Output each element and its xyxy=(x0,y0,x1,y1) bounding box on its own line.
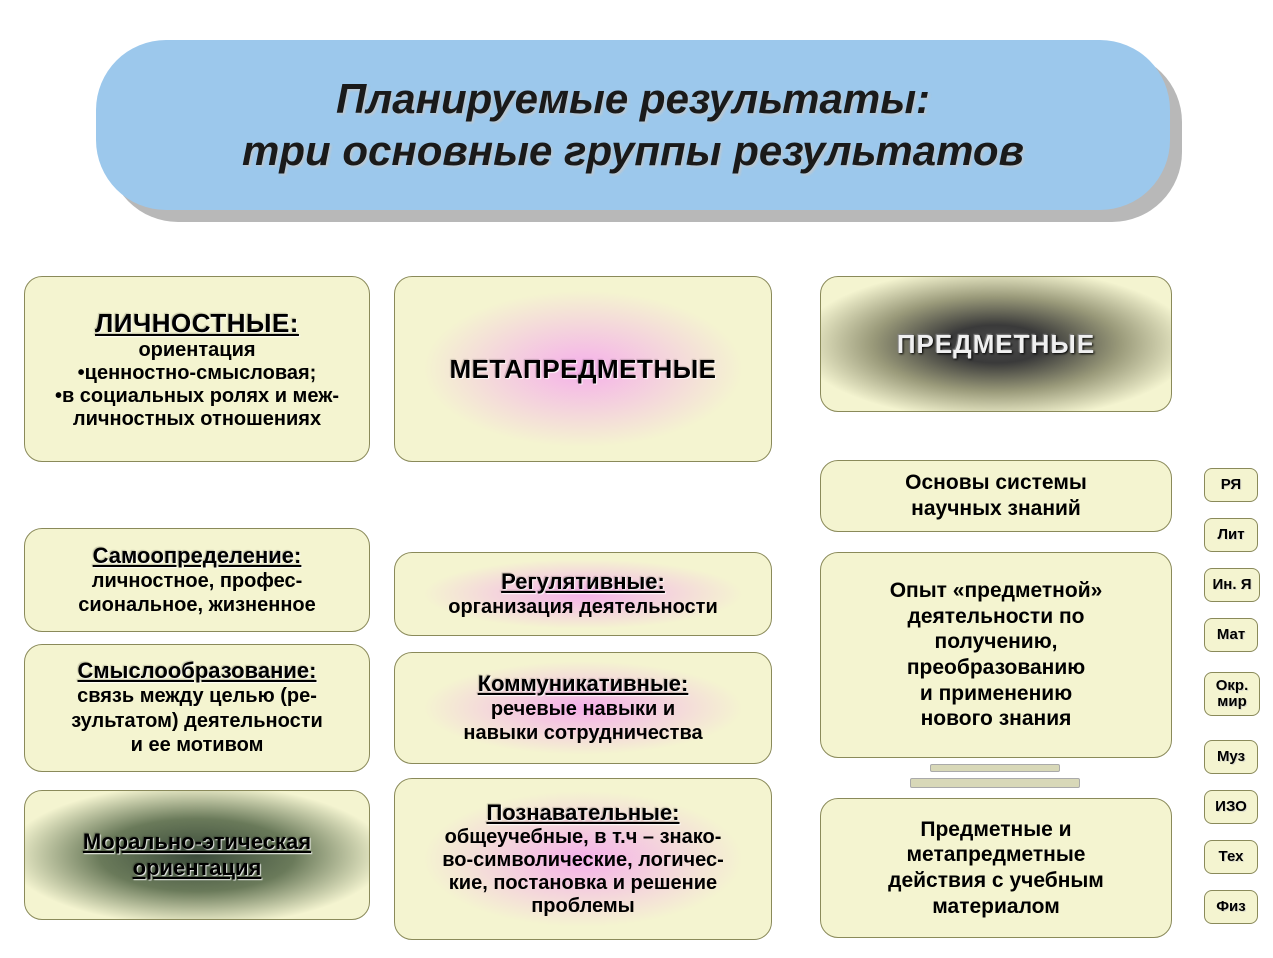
subject-2: Ин. Я xyxy=(1204,568,1260,602)
subject-5: Муз xyxy=(1204,740,1258,774)
col3-connector xyxy=(930,764,1060,772)
col1-item-0: Самоопределение: личностное, профес- сио… xyxy=(24,528,370,632)
col3-item-0-body1: научных знаний xyxy=(911,496,1081,522)
col3-item-1-body5: нового знания xyxy=(921,706,1072,732)
col2-item-0: Регулятивные: организация деятельности xyxy=(394,552,772,636)
subject-0-label: РЯ xyxy=(1221,477,1241,493)
col2-item-1-body0: речевые навыки и xyxy=(491,697,675,721)
col3-header-title: ПРЕДМЕТНЫЕ xyxy=(897,329,1095,360)
col1-header-line1: •ценностно-смысловая; xyxy=(78,362,317,385)
col2-item-2-body1: во-символические, логичес- xyxy=(442,849,724,872)
col1-item-2-title: Морально-этическая xyxy=(83,829,311,855)
col3-item-1-body0: Опыт «предметной» xyxy=(890,578,1103,604)
col3-item-2: Предметные и метапредметные действия с у… xyxy=(820,798,1172,938)
title-line1: Планируемые результаты: xyxy=(336,73,930,126)
col1-header-title: ЛИЧНОСТНЫЕ: xyxy=(95,308,299,339)
col2-item-1-body1: навыки сотрудничества xyxy=(463,721,702,745)
col1-item-1-body1: зультатом) деятельности xyxy=(71,709,323,733)
col2-item-2-body2: кие, постановка и решение xyxy=(449,872,717,895)
col3-item-1-body2: получению, xyxy=(935,629,1058,655)
subject-3: Мат xyxy=(1204,618,1258,652)
subject-3-label: Мат xyxy=(1217,627,1245,643)
col2-header-title: МЕТАПРЕДМЕТНЫЕ xyxy=(449,354,716,385)
subject-1: Лит xyxy=(1204,518,1258,552)
col1-item-0-title: Самоопределение: xyxy=(93,543,302,569)
col3-item-1-body1: деятельности по xyxy=(908,604,1085,630)
subject-1-label: Лит xyxy=(1217,527,1244,543)
col1-item-1-body0: связь между целью (ре- xyxy=(77,684,317,708)
col2-item-2: Познавательные: общеучебные, в т.ч – зна… xyxy=(394,778,772,940)
subject-0: РЯ xyxy=(1204,468,1258,502)
col1-item-2-title2: ориентация xyxy=(133,855,262,881)
col3-item-1-body4: и применению xyxy=(920,681,1072,707)
col1-header-line2: •в социальных ролях и меж- xyxy=(55,385,339,408)
col1-item-0-body0: личностное, профес- xyxy=(92,569,303,593)
col1-header: ЛИЧНОСТНЫЕ: ориентация •ценностно-смысло… xyxy=(24,276,370,462)
col1-item-2: Морально-этическая ориентация xyxy=(24,790,370,920)
col3-connector-2 xyxy=(910,778,1080,788)
col3-item-2-body1: метапредметные xyxy=(907,842,1086,868)
subject-8: Физ xyxy=(1204,890,1258,924)
col3-item-2-body3: материалом xyxy=(932,894,1059,920)
col3-item-2-body2: действия с учебным xyxy=(888,868,1104,894)
title-line2: три основные группы результатов xyxy=(242,125,1024,178)
col1-item-1: Смыслообразование: связь между целью (ре… xyxy=(24,644,370,772)
col3-item-2-body0: Предметные и xyxy=(920,817,1071,843)
title-box: Планируемые результаты: три основные гру… xyxy=(96,40,1170,210)
col2-item-2-body0: общеучебные, в т.ч – знако- xyxy=(445,826,722,849)
col2-item-1: Коммуникативные: речевые навыки и навыки… xyxy=(394,652,772,764)
col2-item-0-body0: организация деятельности xyxy=(448,595,718,619)
subject-4-label: Окр. мир xyxy=(1205,678,1259,710)
col3-item-0: Основы системы научных знаний xyxy=(820,460,1172,532)
col2-item-2-title: Познавательные: xyxy=(486,800,679,826)
col3-item-1: Опыт «предметной» деятельности по получе… xyxy=(820,552,1172,758)
subject-6-label: ИЗО xyxy=(1215,799,1247,815)
col2-item-1-title: Коммуникативные: xyxy=(478,671,689,697)
col3-item-0-body0: Основы системы xyxy=(905,470,1087,496)
subject-5-label: Муз xyxy=(1217,749,1245,765)
col1-header-line3: личностных отношениях xyxy=(73,408,321,431)
subject-7: Тех xyxy=(1204,840,1258,874)
col1-item-1-title: Смыслообразование: xyxy=(78,658,317,684)
subject-4: Окр. мир xyxy=(1204,672,1260,716)
col3-header: ПРЕДМЕТНЫЕ xyxy=(820,276,1172,412)
col1-header-line0: ориентация xyxy=(138,339,255,362)
subject-6: ИЗО xyxy=(1204,790,1258,824)
subject-2-label: Ин. Я xyxy=(1213,577,1252,593)
col2-header: МЕТАПРЕДМЕТНЫЕ xyxy=(394,276,772,462)
col1-item-1-body2: и ее мотивом xyxy=(131,733,264,757)
subject-7-label: Тех xyxy=(1219,849,1244,865)
col3-item-1-body3: преобразованию xyxy=(907,655,1085,681)
col2-item-2-body3: проблемы xyxy=(531,895,635,918)
col2-item-0-title: Регулятивные: xyxy=(501,569,665,595)
subject-8-label: Физ xyxy=(1216,899,1245,915)
col1-item-0-body1: сиональное, жизненное xyxy=(78,593,316,617)
